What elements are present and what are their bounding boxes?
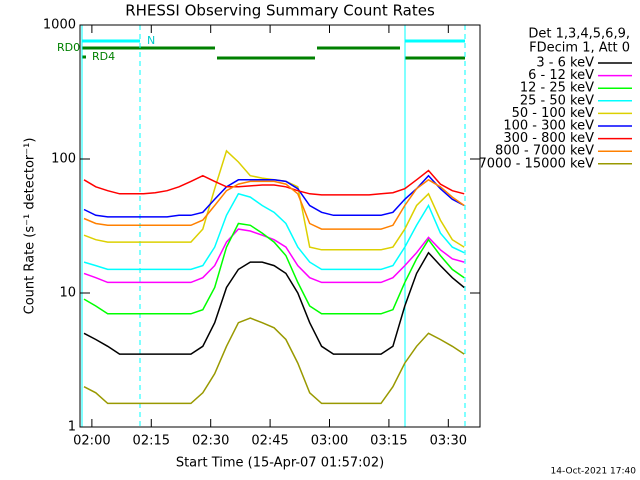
header-line: Det 1,3,4,5,6,9, — [528, 27, 630, 42]
state-label: RD4 — [92, 50, 115, 63]
legend-label: 12 - 25 keV — [520, 81, 594, 96]
series-line — [83, 251, 465, 355]
x-tick-label: 02:15 — [133, 434, 170, 449]
series-line — [83, 228, 465, 284]
chart-title: RHESSI Observing Summary Count Rates — [125, 2, 435, 20]
x-axis-label: Start Time (15-Apr-07 01:57:02) — [176, 456, 384, 471]
x-tick-label: 02:30 — [192, 434, 229, 449]
x-tick-label: 03:30 — [430, 434, 467, 449]
series-line — [83, 149, 465, 251]
x-tick-label: 03:15 — [370, 434, 407, 449]
state-bars — [81, 25, 466, 427]
legend-label: 100 - 300 keV — [503, 119, 594, 134]
series-line — [83, 317, 465, 405]
series-line — [83, 169, 465, 196]
plot-frame — [79, 24, 481, 428]
legend-label: 6 - 12 keV — [528, 68, 594, 83]
y-axis-label: Count Rate (s⁻¹ detector⁻¹) — [23, 138, 38, 315]
footer: 14-Oct-2021 17:40 — [551, 467, 637, 477]
x-tick-label: 03:00 — [311, 434, 348, 449]
legend-label: 800 - 7000 keV — [495, 144, 594, 159]
series-line — [83, 174, 465, 218]
state-label: N — [147, 34, 155, 47]
state-label: RD0 — [57, 41, 80, 54]
legend-label: 50 - 100 keV — [512, 106, 595, 121]
header-line: FDecim 1, Att 0 — [529, 41, 630, 56]
x-tick-label: 02:45 — [251, 434, 288, 449]
series-line — [83, 192, 465, 271]
series-line — [83, 178, 465, 230]
legend-label: 25 - 50 keV — [520, 93, 594, 108]
y-tick-label: 1 — [68, 420, 76, 435]
y-tick-label: 1000 — [43, 18, 76, 33]
legend-label: 300 - 800 keV — [503, 131, 594, 146]
legend-label: 7000 - 15000 keV — [479, 156, 595, 171]
y-tick-label: 10 — [59, 286, 76, 301]
legend-label: 3 - 6 keV — [536, 56, 594, 71]
series-line — [83, 222, 465, 315]
y-tick-label: 100 — [51, 152, 76, 167]
x-tick-label: 02:00 — [73, 434, 110, 449]
